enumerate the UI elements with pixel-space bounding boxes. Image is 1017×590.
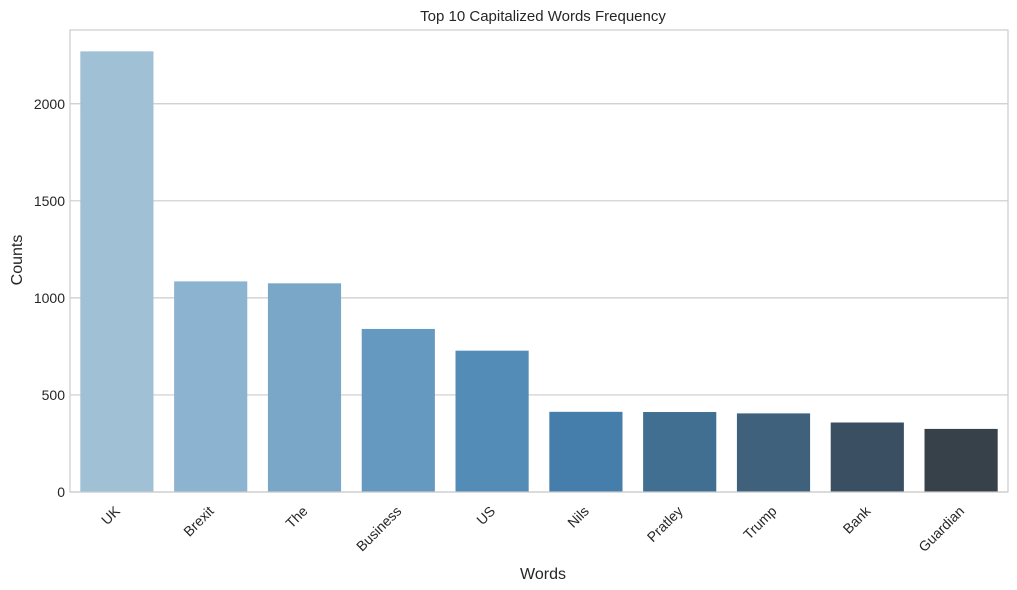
bar-guardian (924, 428, 998, 492)
y-tick-label: 1500 (34, 193, 65, 209)
x-axis-label: Words (520, 566, 566, 583)
x-tick-label: Bank (840, 502, 875, 537)
x-tick-label: Pratley (644, 503, 686, 545)
x-tick-label: Brexit (180, 503, 217, 540)
bar-the (267, 283, 342, 492)
bar-brexit (174, 281, 248, 492)
chart-title: Top 10 Capitalized Words Frequency (420, 8, 666, 25)
x-tick-label: Nils (564, 503, 592, 531)
x-tick-label: US (473, 503, 498, 528)
x-tick-label: Trump (740, 503, 780, 543)
bar-pratley (643, 412, 717, 492)
bar-trump (736, 413, 811, 492)
x-tick-label: The (282, 503, 311, 532)
y-tick-label: 1000 (34, 290, 65, 306)
bar-nils (549, 411, 623, 492)
bar-business (361, 328, 435, 492)
bar-bank (830, 422, 904, 492)
bar-us (455, 350, 529, 492)
x-tick-label: Guardian (915, 503, 967, 555)
bar-uk (80, 51, 154, 493)
y-tick-labels: 0 500 1000 1500 2000 (34, 96, 65, 500)
x-tick-label: UK (98, 502, 124, 528)
x-tick-label: Business (353, 503, 404, 554)
plot-frame (69, 29, 1009, 493)
bars (80, 51, 998, 493)
y-tick-label: 0 (57, 484, 65, 500)
y-tick-label: 500 (42, 387, 66, 403)
y-tick-label: 2000 (34, 96, 65, 112)
x-tick-labels: UK Brexit The Business US Nils Pratley Trump Ban… (98, 502, 967, 555)
y-axis-label: Counts (9, 235, 26, 286)
